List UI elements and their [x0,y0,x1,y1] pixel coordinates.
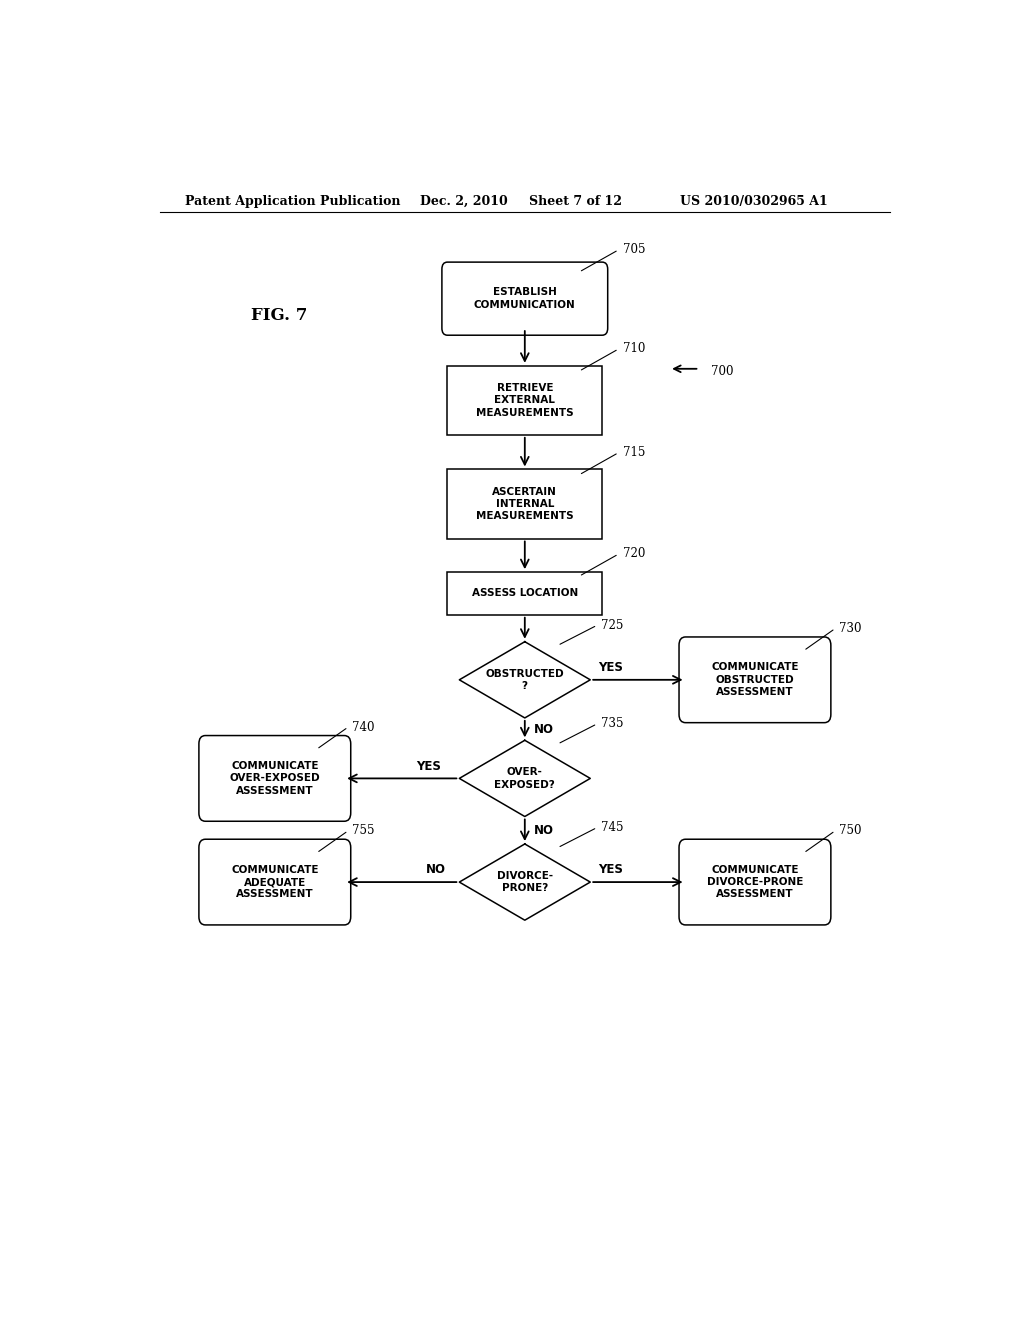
Text: 750: 750 [840,824,862,837]
Text: NO: NO [426,863,446,876]
Text: FIG. 7: FIG. 7 [251,308,307,325]
Text: RETRIEVE
EXTERNAL
MEASUREMENTS: RETRIEVE EXTERNAL MEASUREMENTS [476,383,573,417]
Text: 710: 710 [623,342,645,355]
Text: Sheet 7 of 12: Sheet 7 of 12 [528,194,622,207]
Bar [447,572,602,615]
Text: COMMUNICATE
DIVORCE-PRONE
ASSESSMENT: COMMUNICATE DIVORCE-PRONE ASSESSMENT [707,865,803,899]
Text: 755: 755 [352,824,375,837]
FancyBboxPatch shape [679,638,830,722]
Text: 715: 715 [623,446,645,459]
Text: NO: NO [535,722,554,735]
Bar [447,366,602,434]
Text: ASSESS LOCATION: ASSESS LOCATION [472,589,578,598]
Text: COMMUNICATE
OBSTRUCTED
ASSESSMENT: COMMUNICATE OBSTRUCTED ASSESSMENT [712,663,799,697]
Text: US 2010/0302965 A1: US 2010/0302965 A1 [680,194,827,207]
Text: Dec. 2, 2010: Dec. 2, 2010 [420,194,508,207]
Text: 720: 720 [623,548,645,561]
Text: Patent Application Publication: Patent Application Publication [185,194,400,207]
Bar [447,470,602,539]
Text: 705: 705 [623,243,645,256]
Text: 735: 735 [601,717,624,730]
Text: ASCERTAIN
INTERNAL
MEASUREMENTS: ASCERTAIN INTERNAL MEASUREMENTS [476,487,573,521]
Text: 740: 740 [352,721,375,734]
Text: OVER-
EXPOSED?: OVER- EXPOSED? [495,767,555,789]
FancyBboxPatch shape [442,263,607,335]
Text: 730: 730 [840,622,862,635]
Text: 700: 700 [712,366,734,379]
Text: COMMUNICATE
OVER-EXPOSED
ASSESSMENT: COMMUNICATE OVER-EXPOSED ASSESSMENT [229,762,321,796]
Text: 745: 745 [601,821,624,834]
Text: YES: YES [598,661,623,675]
Text: OBSTRUCTED
?: OBSTRUCTED ? [485,669,564,690]
FancyBboxPatch shape [199,735,351,821]
Text: YES: YES [598,863,623,876]
Text: YES: YES [416,760,440,772]
Text: 725: 725 [601,619,624,632]
FancyBboxPatch shape [679,840,830,925]
FancyBboxPatch shape [199,840,351,925]
Text: DIVORCE-
PRONE?: DIVORCE- PRONE? [497,871,553,894]
Text: COMMUNICATE
ADEQUATE
ASSESSMENT: COMMUNICATE ADEQUATE ASSESSMENT [231,865,318,899]
Text: NO: NO [535,824,554,837]
Text: ESTABLISH
COMMUNICATION: ESTABLISH COMMUNICATION [474,288,575,310]
